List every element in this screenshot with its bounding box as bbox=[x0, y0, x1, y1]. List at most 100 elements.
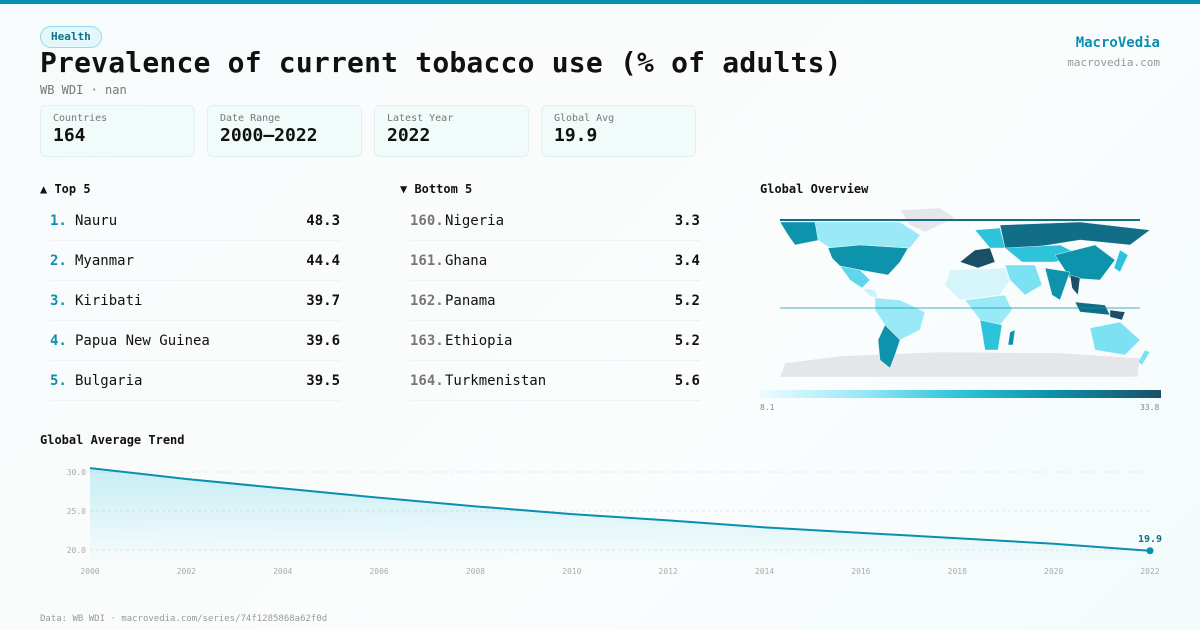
map-north-africa bbox=[944, 267, 1011, 301]
map-japan bbox=[1113, 249, 1129, 273]
map-heading: Global Overview bbox=[760, 182, 869, 196]
map-europe-north bbox=[974, 227, 1006, 249]
value: 5.6 bbox=[674, 372, 700, 389]
x-tick-label: 2000 bbox=[80, 567, 99, 576]
stat-label: Latest Year bbox=[387, 113, 454, 124]
trend-heading: Global Average Trend bbox=[40, 433, 185, 447]
rank: 3. bbox=[50, 292, 67, 309]
top5-row[interactable]: 1. Nauru 48.3 bbox=[50, 201, 340, 241]
stat-card-global-avg: Global Avg 19.9 bbox=[541, 105, 696, 157]
rank: 160. bbox=[410, 212, 444, 229]
y-tick-label: 30.0 bbox=[67, 468, 86, 477]
map-canada bbox=[814, 221, 921, 249]
country-name: Kiribati bbox=[75, 292, 143, 309]
country-name: Panama bbox=[445, 292, 496, 309]
scale-min-label: 8.1 bbox=[760, 403, 775, 412]
x-tick-label: 2010 bbox=[562, 567, 581, 576]
bottom5-row[interactable]: 164. Turkmenistan 5.6 bbox=[410, 361, 700, 401]
country-name: Nauru bbox=[75, 212, 118, 229]
rank: 163. bbox=[410, 332, 444, 349]
brand-logo[interactable]: MacroVedia bbox=[1075, 35, 1160, 51]
y-tick-label: 25.0 bbox=[67, 507, 86, 516]
page-title: Prevalence of current tobacco use (% of … bbox=[40, 46, 842, 79]
value: 39.6 bbox=[306, 332, 340, 349]
world-choropleth-map[interactable] bbox=[760, 200, 1160, 380]
map-russia bbox=[999, 221, 1151, 249]
stat-value: 2022 bbox=[387, 125, 431, 146]
map-southern-africa bbox=[979, 319, 1003, 351]
brand-url[interactable]: macrovedia.com bbox=[1067, 56, 1160, 69]
stat-value: 19.9 bbox=[554, 125, 598, 146]
x-tick-label: 2004 bbox=[273, 567, 292, 576]
map-middle-east bbox=[1004, 264, 1043, 296]
country-name: Bulgaria bbox=[75, 372, 143, 389]
stat-label: Global Avg bbox=[554, 113, 615, 124]
top5-heading: ▲ Top 5 bbox=[40, 182, 91, 196]
top5-row[interactable]: 3. Kiribati 39.7 bbox=[50, 281, 340, 321]
value: 39.5 bbox=[306, 372, 340, 389]
map-usa bbox=[827, 244, 909, 276]
rank: 162. bbox=[410, 292, 444, 309]
rank: 2. bbox=[50, 252, 67, 269]
page-subtitle: WB WDI · nan bbox=[40, 83, 127, 97]
country-name: Papua New Guinea bbox=[75, 332, 210, 349]
map-myanmar bbox=[1069, 274, 1081, 296]
map-europe-west bbox=[959, 247, 996, 269]
rank: 1. bbox=[50, 212, 67, 229]
bottom5-row[interactable]: 162. Panama 5.2 bbox=[410, 281, 700, 321]
rank: 164. bbox=[410, 372, 444, 389]
x-tick-label: 2022 bbox=[1140, 567, 1159, 576]
x-tick-label: 2014 bbox=[755, 567, 774, 576]
color-scale-legend bbox=[760, 390, 1161, 398]
y-tick-label: 20.0 bbox=[67, 546, 86, 555]
map-indonesia bbox=[1074, 301, 1111, 316]
rank: 161. bbox=[410, 252, 444, 269]
x-tick-label: 2012 bbox=[659, 567, 678, 576]
top-accent-bar bbox=[0, 0, 1200, 4]
x-tick-label: 2008 bbox=[466, 567, 485, 576]
bottom5-row[interactable]: 163. Ethiopia 5.2 bbox=[410, 321, 700, 361]
stat-card-countries: Countries 164 bbox=[40, 105, 195, 157]
value: 5.2 bbox=[674, 332, 700, 349]
trend-area bbox=[90, 468, 1150, 560]
top5-row[interactable]: 4. Papua New Guinea 39.6 bbox=[50, 321, 340, 361]
country-name: Ethiopia bbox=[445, 332, 513, 349]
last-value-label: 19.9 bbox=[1138, 534, 1162, 545]
trend-line bbox=[89, 467, 1151, 552]
map-africa-central bbox=[964, 294, 1013, 326]
top5-row[interactable]: 2. Myanmar 44.4 bbox=[50, 241, 340, 281]
stat-value: 2000–2022 bbox=[220, 125, 318, 146]
value: 3.3 bbox=[674, 212, 700, 229]
footer-source: Data: WB WDI · macrovedia.com/series/74f… bbox=[40, 614, 328, 624]
stat-label: Date Range bbox=[220, 113, 281, 124]
x-tick-label: 2020 bbox=[1044, 567, 1063, 576]
map-madagascar bbox=[1007, 329, 1016, 346]
map-mexico bbox=[839, 265, 871, 289]
category-tag[interactable]: Health bbox=[40, 26, 102, 48]
x-tick-label: 2006 bbox=[369, 567, 388, 576]
country-name: Nigeria bbox=[445, 212, 505, 229]
scale-max-label: 33.8 bbox=[1140, 403, 1160, 412]
map-new-zealand bbox=[1137, 349, 1151, 366]
map-png bbox=[1109, 309, 1126, 321]
top5-row[interactable]: 5. Bulgaria 39.5 bbox=[50, 361, 340, 401]
trend-chart[interactable]: 20.0 25.0 30.0 2000 2002 2004 2006 2008 2010 2012… bbox=[0, 455, 1200, 585]
country-name: Turkmenistan bbox=[445, 372, 547, 389]
map-alaska bbox=[779, 221, 821, 246]
x-tick-label: 2002 bbox=[177, 567, 196, 576]
stat-label: Countries bbox=[53, 113, 108, 124]
bottom5-row[interactable]: 161. Ghana 3.4 bbox=[410, 241, 700, 281]
data-point bbox=[1146, 547, 1154, 555]
rank: 4. bbox=[50, 332, 67, 349]
value: 5.2 bbox=[674, 292, 700, 309]
bottom5-row[interactable]: 160. Nigeria 3.3 bbox=[410, 201, 700, 241]
map-argentina bbox=[877, 324, 901, 369]
value: 44.4 bbox=[306, 252, 340, 269]
map-antarctica bbox=[779, 351, 1141, 378]
value: 3.4 bbox=[674, 252, 700, 269]
map-australia bbox=[1089, 321, 1141, 356]
stat-card-date-range: Date Range 2000–2022 bbox=[207, 105, 362, 157]
map-india bbox=[1044, 267, 1071, 301]
country-name: Ghana bbox=[445, 252, 488, 269]
stat-value: 164 bbox=[53, 125, 86, 146]
